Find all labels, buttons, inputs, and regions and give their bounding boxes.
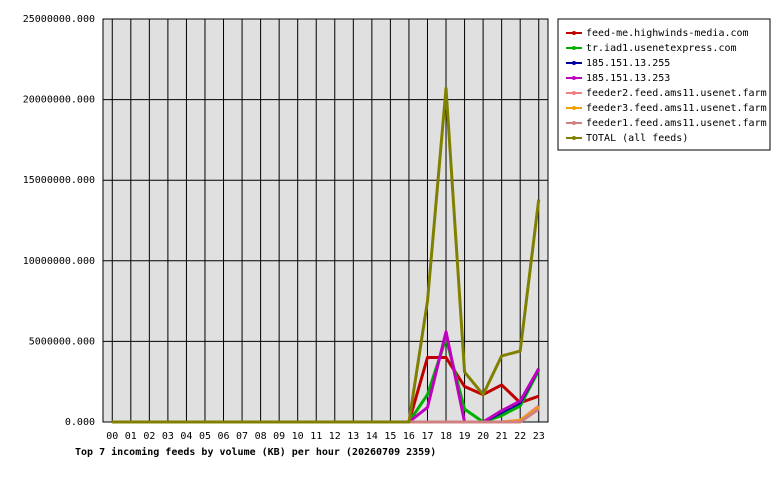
x-tick-label: 15 [384, 431, 396, 442]
legend-marker [572, 31, 576, 35]
x-tick-label: 12 [329, 431, 341, 442]
y-tick-label: 5000000.000 [29, 336, 95, 347]
y-tick-label: 25000000.000 [23, 14, 95, 25]
legend-marker [572, 136, 576, 140]
legend-marker [572, 106, 576, 110]
y-tick-label: 0.000 [65, 417, 95, 428]
y-tick-label: 15000000.000 [23, 175, 95, 186]
y-tick-label: 10000000.000 [23, 256, 95, 267]
legend-box [557, 18, 771, 151]
x-tick-label: 09 [273, 431, 285, 442]
legend-label: feeder1.feed.ams11.usenet.farm [586, 118, 767, 129]
legend-label: TOTAL (all feeds) [586, 133, 688, 144]
plot-area [102, 18, 549, 423]
legend-marker [572, 76, 576, 80]
x-tick-label: 19 [459, 431, 471, 442]
chart-title: Top 7 incoming feeds by volume (KB) per … [75, 446, 436, 458]
legend-label: feeder3.feed.ams11.usenet.farm [586, 103, 767, 114]
legend-marker [572, 121, 576, 125]
x-tick-label: 05 [199, 431, 211, 442]
x-tick-label: 22 [514, 431, 526, 442]
legend-marker [572, 61, 576, 65]
series-line [112, 86, 541, 424]
legend-marker [572, 91, 576, 95]
x-tick-label: 03 [162, 431, 174, 442]
legend-label: 185.151.13.255 [586, 58, 670, 69]
legend-label: tr.iad1.usenetexpress.com [586, 43, 737, 54]
x-tick-label: 16 [403, 431, 415, 442]
x-tick-label: 08 [255, 431, 267, 442]
legend-label: feed-me.highwinds-media.com [586, 28, 749, 39]
x-tick-label: 17 [421, 431, 433, 442]
x-tick-label: 18 [440, 431, 452, 442]
x-tick-label: 23 [533, 431, 545, 442]
x-tick-label: 04 [180, 431, 192, 442]
legend-label: feeder2.feed.ams11.usenet.farm [586, 88, 767, 99]
x-tick-label: 02 [143, 431, 155, 442]
legend-label: 185.151.13.253 [586, 73, 670, 84]
x-tick-label: 01 [125, 431, 137, 442]
x-tick-label: 11 [310, 431, 322, 442]
x-tick-label: 13 [347, 431, 359, 442]
x-tick-label: 20 [477, 431, 489, 442]
x-tick-label: 06 [217, 431, 229, 442]
x-tick-label: 00 [106, 431, 118, 442]
x-tick-label: 14 [366, 431, 378, 442]
legend-marker [572, 46, 576, 50]
x-tick-label: 07 [236, 431, 248, 442]
y-tick-label: 20000000.000 [23, 95, 95, 106]
x-tick-label: 10 [292, 431, 304, 442]
x-tick-label: 21 [496, 431, 508, 442]
